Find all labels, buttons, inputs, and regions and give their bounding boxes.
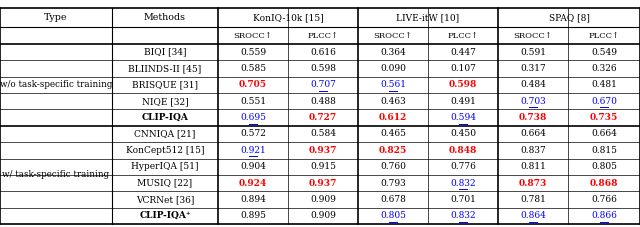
Text: 0.594: 0.594 — [450, 113, 476, 122]
Text: 0.465: 0.465 — [380, 129, 406, 138]
Text: 0.864: 0.864 — [520, 211, 546, 220]
Text: 0.364: 0.364 — [380, 48, 406, 57]
Text: 0.811: 0.811 — [520, 162, 546, 171]
Text: 0.591: 0.591 — [520, 48, 546, 57]
Text: 0.873: 0.873 — [519, 179, 547, 188]
Text: CNNIQA [21]: CNNIQA [21] — [134, 129, 196, 138]
Text: CLIP-IQA: CLIP-IQA — [141, 113, 188, 122]
Text: 0.090: 0.090 — [380, 64, 406, 73]
Text: 0.776: 0.776 — [450, 162, 476, 171]
Text: CLIP-IQA⁺: CLIP-IQA⁺ — [140, 211, 191, 220]
Text: 0.781: 0.781 — [520, 195, 546, 204]
Text: Type: Type — [44, 13, 68, 22]
Text: 0.551: 0.551 — [240, 97, 266, 106]
Text: PLCC↑: PLCC↑ — [447, 32, 479, 39]
Text: 0.937: 0.937 — [309, 146, 337, 155]
Text: VCRNet [36]: VCRNet [36] — [136, 195, 194, 204]
Text: PLCC↑: PLCC↑ — [589, 32, 620, 39]
Text: 0.793: 0.793 — [380, 179, 406, 188]
Text: 0.915: 0.915 — [310, 162, 336, 171]
Text: 0.701: 0.701 — [450, 195, 476, 204]
Text: 0.909: 0.909 — [310, 195, 336, 204]
Text: 0.616: 0.616 — [310, 48, 336, 57]
Text: 0.561: 0.561 — [380, 80, 406, 89]
Text: KonCept512 [15]: KonCept512 [15] — [125, 146, 204, 155]
Text: w/ task-specific training: w/ task-specific training — [3, 170, 109, 179]
Text: 0.450: 0.450 — [450, 129, 476, 138]
Text: 0.766: 0.766 — [591, 195, 617, 204]
Text: 0.559: 0.559 — [240, 48, 266, 57]
Text: 0.598: 0.598 — [310, 64, 336, 73]
Text: KonIQ-10k [15]: KonIQ-10k [15] — [253, 13, 323, 22]
Text: 0.909: 0.909 — [310, 211, 336, 220]
Text: 0.317: 0.317 — [520, 64, 546, 73]
Text: 0.894: 0.894 — [240, 195, 266, 204]
Text: 0.727: 0.727 — [309, 113, 337, 122]
Text: 0.612: 0.612 — [379, 113, 407, 122]
Text: 0.805: 0.805 — [380, 211, 406, 220]
Text: 0.670: 0.670 — [591, 97, 617, 106]
Text: 0.805: 0.805 — [591, 162, 617, 171]
Text: SROCC↑: SROCC↑ — [514, 32, 552, 39]
Text: 0.848: 0.848 — [449, 146, 477, 155]
Text: SROCC↑: SROCC↑ — [374, 32, 412, 39]
Text: 0.707: 0.707 — [310, 80, 336, 89]
Text: Methods: Methods — [144, 13, 186, 22]
Text: 0.703: 0.703 — [520, 97, 546, 106]
Text: 0.738: 0.738 — [519, 113, 547, 122]
Text: 0.664: 0.664 — [591, 129, 617, 138]
Text: 0.937: 0.937 — [309, 179, 337, 188]
Text: 0.868: 0.868 — [589, 179, 618, 188]
Text: 0.678: 0.678 — [380, 195, 406, 204]
Text: 0.491: 0.491 — [450, 97, 476, 106]
Text: PLCC↑: PLCC↑ — [307, 32, 339, 39]
Text: 0.549: 0.549 — [591, 48, 617, 57]
Text: 0.895: 0.895 — [240, 211, 266, 220]
Text: MUSIQ [22]: MUSIQ [22] — [138, 179, 193, 188]
Text: 0.815: 0.815 — [591, 146, 617, 155]
Text: 0.326: 0.326 — [591, 64, 617, 73]
Text: 0.447: 0.447 — [450, 48, 476, 57]
Text: 0.481: 0.481 — [591, 80, 617, 89]
Text: 0.695: 0.695 — [240, 113, 266, 122]
Text: 0.664: 0.664 — [520, 129, 546, 138]
Text: SPAQ [8]: SPAQ [8] — [548, 13, 589, 22]
Text: 0.735: 0.735 — [590, 113, 618, 122]
Text: 0.837: 0.837 — [520, 146, 546, 155]
Text: LIVE-itW [10]: LIVE-itW [10] — [396, 13, 460, 22]
Text: w/o task-specific training: w/o task-specific training — [0, 80, 112, 89]
Text: NIQE [32]: NIQE [32] — [141, 97, 188, 106]
Text: 0.488: 0.488 — [310, 97, 336, 106]
Text: 0.924: 0.924 — [239, 179, 267, 188]
Text: 0.705: 0.705 — [239, 80, 267, 89]
Text: 0.107: 0.107 — [450, 64, 476, 73]
Text: 0.866: 0.866 — [591, 211, 617, 220]
Text: HyperIQA [51]: HyperIQA [51] — [131, 162, 199, 171]
Text: 0.584: 0.584 — [310, 129, 336, 138]
Text: 0.463: 0.463 — [380, 97, 406, 106]
Text: BIQI [34]: BIQI [34] — [144, 48, 186, 57]
Text: 0.760: 0.760 — [380, 162, 406, 171]
Text: 0.572: 0.572 — [240, 129, 266, 138]
Text: 0.921: 0.921 — [240, 146, 266, 155]
Text: 0.585: 0.585 — [240, 64, 266, 73]
Text: 0.832: 0.832 — [450, 179, 476, 188]
Text: BRISQUE [31]: BRISQUE [31] — [132, 80, 198, 89]
Text: 0.832: 0.832 — [450, 211, 476, 220]
Text: 0.825: 0.825 — [379, 146, 407, 155]
Text: BLIINDS-II [45]: BLIINDS-II [45] — [129, 64, 202, 73]
Text: SROCC↑: SROCC↑ — [234, 32, 273, 39]
Text: 0.904: 0.904 — [240, 162, 266, 171]
Text: 0.598: 0.598 — [449, 80, 477, 89]
Text: 0.484: 0.484 — [520, 80, 546, 89]
